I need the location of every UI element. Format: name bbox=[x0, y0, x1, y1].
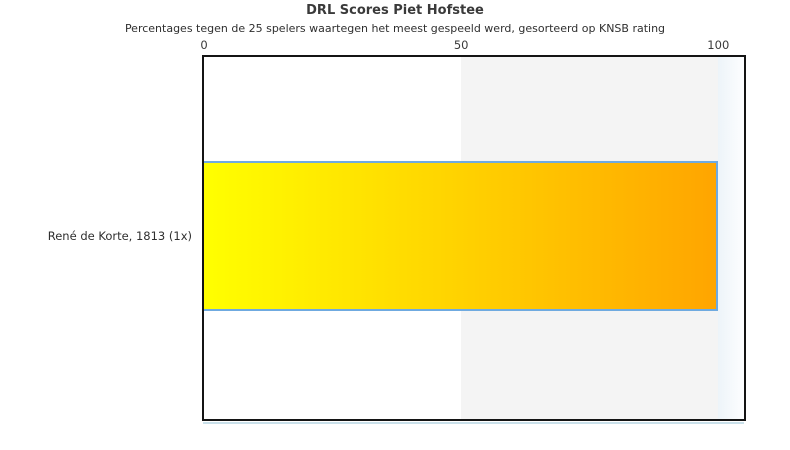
x-tick-label: 50 bbox=[453, 38, 469, 52]
x-tick-label: 100 bbox=[707, 38, 730, 52]
category-label: René de Korte, 1813 (1x) bbox=[47, 229, 192, 243]
x-tick-label: 0 bbox=[200, 38, 208, 52]
overflow-strip bbox=[718, 57, 744, 419]
score-bar bbox=[204, 161, 719, 311]
x-axis-tick-labels: 0 50 100 bbox=[200, 38, 744, 52]
plot-area bbox=[202, 55, 746, 421]
chart-subtitle: Percentages tegen de 25 spelers waartege… bbox=[124, 22, 666, 35]
chart-title: DRL Scores Piet Hofstee bbox=[306, 3, 484, 18]
plot-shadow-line bbox=[203, 422, 744, 424]
